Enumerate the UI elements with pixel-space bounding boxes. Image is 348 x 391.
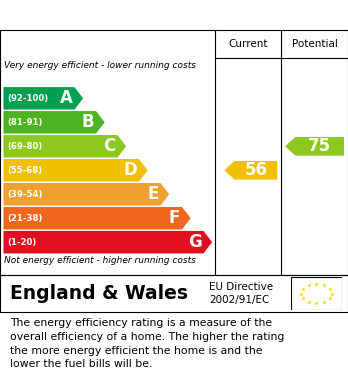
Text: Not energy efficient - higher running costs: Not energy efficient - higher running co… — [4, 256, 196, 265]
Polygon shape — [3, 159, 148, 181]
Text: F: F — [169, 209, 180, 227]
Polygon shape — [3, 111, 105, 134]
Text: The energy efficiency rating is a measure of the
overall efficiency of a home. T: The energy efficiency rating is a measur… — [10, 318, 285, 369]
Text: (21-38): (21-38) — [8, 214, 43, 223]
Text: (92-100): (92-100) — [8, 94, 49, 103]
Text: Potential: Potential — [292, 39, 338, 49]
Polygon shape — [3, 207, 191, 230]
Polygon shape — [224, 161, 277, 179]
Text: Very energy efficient - lower running costs: Very energy efficient - lower running co… — [4, 61, 196, 70]
Text: EU Directive
2002/91/EC: EU Directive 2002/91/EC — [209, 282, 273, 305]
Polygon shape — [3, 135, 126, 158]
Text: D: D — [124, 161, 137, 179]
Text: (55-68): (55-68) — [8, 166, 43, 175]
Text: A: A — [60, 89, 73, 108]
Polygon shape — [3, 183, 169, 206]
Text: C: C — [103, 137, 116, 155]
Polygon shape — [285, 137, 344, 156]
Text: E: E — [147, 185, 159, 203]
Text: (81-91): (81-91) — [8, 118, 43, 127]
Polygon shape — [3, 231, 212, 253]
Text: (39-54): (39-54) — [8, 190, 43, 199]
Text: Current: Current — [228, 39, 268, 49]
Text: G: G — [188, 233, 202, 251]
Text: (69-80): (69-80) — [8, 142, 43, 151]
Text: England & Wales: England & Wales — [10, 284, 188, 303]
Text: 56: 56 — [244, 161, 267, 179]
Polygon shape — [3, 87, 83, 109]
Text: B: B — [81, 113, 94, 131]
Text: (1-20): (1-20) — [8, 238, 37, 247]
Text: 75: 75 — [308, 137, 331, 155]
Text: Energy Efficiency Rating: Energy Efficiency Rating — [10, 7, 213, 23]
